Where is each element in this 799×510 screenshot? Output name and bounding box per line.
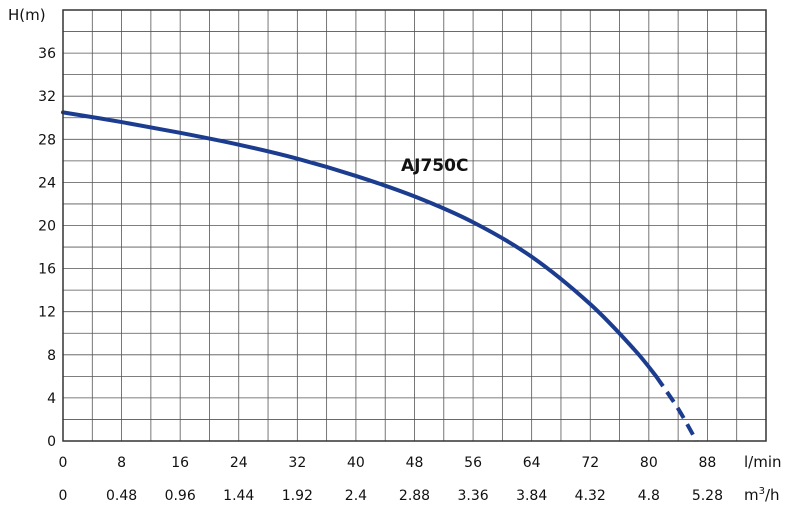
x2-tick-label: 1.92	[282, 488, 313, 504]
x-tick-label: 64	[523, 455, 541, 471]
x2-tick-label: 2.88	[399, 488, 430, 504]
plot-frame	[62, 9, 767, 442]
x2-tick-label: 4.8	[638, 488, 660, 504]
x-tick-label: 24	[230, 455, 248, 471]
x-tick-label: 40	[347, 455, 365, 471]
y-axis-ticks: 0 4 8 12 16 20 24 28 32 36	[38, 46, 56, 450]
x-tick-label: 8	[117, 455, 126, 471]
x2-tick-label: 0.48	[106, 488, 137, 504]
series-label-aj750c: AJ750C	[401, 156, 468, 176]
x2-tick-label: 2.4	[345, 488, 367, 504]
x2-tick-label: 3.36	[457, 488, 488, 504]
y-tick-label: 12	[38, 305, 56, 321]
x2-axis-label-sup: 3	[759, 486, 765, 497]
x2-tick-label: 4.32	[575, 488, 606, 504]
y-tick-label: 16	[38, 262, 56, 278]
x-tick-label: 72	[581, 455, 599, 471]
y-tick-label: 0	[47, 434, 56, 450]
series-line-aj750c	[61, 110, 659, 379]
x2-axis-ticks: 0 0.48 0.96 1.44 1.92 2.4 2.88 3.36 3.84 4.32 4.8 5…	[59, 488, 723, 504]
x2-tick-label: 1.44	[223, 488, 254, 504]
y-tick-label: 32	[38, 89, 56, 105]
y-tick-label: 4	[47, 391, 56, 407]
x2-axis-label: m3/h	[744, 486, 780, 504]
x2-axis-label-rest: /h	[765, 486, 780, 504]
y-tick-label: 36	[38, 46, 56, 62]
x2-tick-label: 3.84	[516, 488, 547, 504]
x-tick-label: 80	[640, 455, 658, 471]
x2-tick-label: 5.28	[692, 488, 723, 504]
x-tick-label: 48	[406, 455, 424, 471]
y-axis-label: H(m)	[8, 6, 46, 24]
y-tick-label: 20	[38, 219, 56, 235]
x2-axis-label-base: m	[744, 486, 759, 504]
grid-lines	[62, 9, 767, 442]
x-axis-label: l/min	[744, 453, 782, 471]
x-axis-ticks: 0 8 16 24 32 40 48 56 64 72 80 88	[59, 455, 717, 471]
y-tick-label: 24	[38, 175, 56, 191]
y-tick-label: 8	[47, 348, 56, 364]
x-tick-label: 0	[59, 455, 68, 471]
x2-tick-label: 0.96	[165, 488, 196, 504]
x2-tick-label: 0	[59, 488, 68, 504]
y-tick-label: 28	[38, 132, 56, 148]
x-tick-label: 88	[699, 455, 717, 471]
x-tick-label: 16	[171, 455, 189, 471]
series-line-aj750c-extrapolated	[654, 375, 699, 442]
x-tick-label: 32	[288, 455, 306, 471]
x-tick-label: 56	[464, 455, 482, 471]
